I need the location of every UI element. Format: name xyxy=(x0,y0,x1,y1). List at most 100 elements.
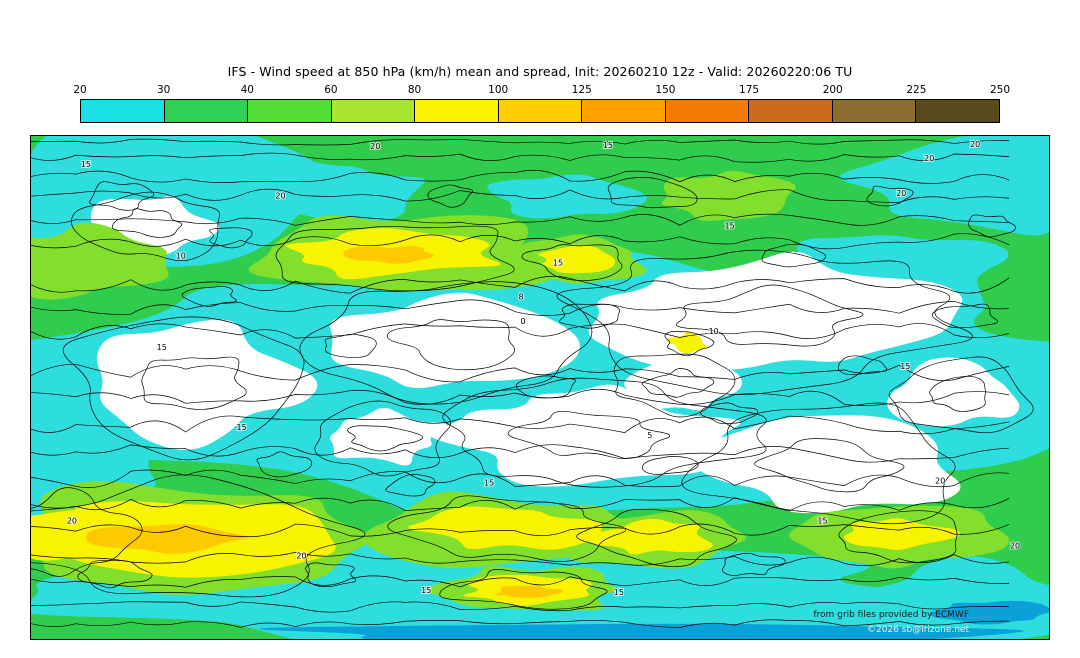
contour-line xyxy=(31,551,1010,566)
contour-line xyxy=(31,275,1010,294)
colorbar-segment xyxy=(749,100,833,122)
contour-line xyxy=(31,323,1010,340)
contour-ring xyxy=(62,316,305,461)
colorbar-tick-label: 20 xyxy=(73,84,87,96)
contour-ring xyxy=(681,402,956,525)
contour-line xyxy=(31,213,1010,226)
contour-ring xyxy=(722,552,786,576)
colorbar-segment xyxy=(582,100,666,122)
contour-ring xyxy=(754,438,905,493)
contour-ring xyxy=(929,375,986,412)
map-region-yellow xyxy=(31,509,113,561)
map-region-lightgreen xyxy=(31,222,169,300)
contour-value-label: 15 xyxy=(484,479,494,488)
contour-value-label: 15 xyxy=(900,362,910,371)
map-region-white xyxy=(96,319,318,450)
contour-line xyxy=(31,575,1010,588)
contour-line xyxy=(31,233,1010,250)
wind-map: 20 15 20 20 15 20 20 10 15 15 8 0 10 15 15 15 5 20 15 15 20 2… xyxy=(30,135,1050,640)
contour-ring xyxy=(305,562,357,588)
contour-value-label: 5 xyxy=(647,431,652,440)
colorbar xyxy=(80,99,1000,123)
colorbar-segment xyxy=(81,100,165,122)
contour-ring xyxy=(439,569,608,610)
colorbar-tick-label: 40 xyxy=(240,84,254,96)
contour-ring xyxy=(387,495,627,562)
contour-ring xyxy=(837,355,888,375)
map-region-yellow xyxy=(586,518,713,555)
contour-ring xyxy=(71,191,220,262)
map-region-white xyxy=(887,357,1020,427)
contour-line xyxy=(31,138,1010,146)
contour-value-label: 10 xyxy=(709,327,719,336)
contour-ring xyxy=(968,214,1016,238)
contour-value-label: 20 xyxy=(896,189,906,198)
contour-ring xyxy=(347,425,423,452)
contour-value-label: 15 xyxy=(157,343,167,352)
map-region-yellow xyxy=(538,245,616,274)
contour-line xyxy=(31,619,1010,628)
colorbar-segment xyxy=(331,100,416,122)
map-region-cyan xyxy=(238,158,426,224)
contour-ring xyxy=(559,303,621,329)
contour-value-label: 20 xyxy=(935,477,945,486)
colorbar-tick-label: 150 xyxy=(655,84,676,96)
contour-value-label: 15 xyxy=(553,258,563,267)
contour-line xyxy=(31,469,1010,488)
contour-ring xyxy=(112,208,183,238)
colorbar-segment xyxy=(248,100,332,122)
colorbar-tick-label: 225 xyxy=(906,84,927,96)
colorbar-tick-label: 250 xyxy=(989,84,1011,96)
colorbar-ticks: 20 30 40 60 80 100 125 150 175 200 225 250 xyxy=(73,84,1010,97)
map-region-lightgreen xyxy=(661,170,796,221)
contour-value-label: 20 xyxy=(67,516,77,525)
colorbar-segment xyxy=(665,100,750,122)
contour-value-label: 15 xyxy=(421,586,431,595)
contour-ring xyxy=(385,474,436,497)
contour-value-label: 10 xyxy=(176,252,186,261)
contour-ring xyxy=(275,225,515,292)
contour-value-label: 15 xyxy=(237,423,247,432)
contour-ring xyxy=(664,331,715,357)
contour-value-label: 15 xyxy=(603,141,613,150)
credit-source-text: from grib files provided by ECMWF xyxy=(813,610,969,620)
contour-ring xyxy=(386,319,515,371)
contour-value-label: 8 xyxy=(518,292,523,301)
contour-ring xyxy=(314,400,452,477)
contour-ring xyxy=(700,402,758,424)
contour-line xyxy=(31,444,1010,463)
contour-ring xyxy=(427,184,473,208)
map-region-white xyxy=(624,359,743,411)
contour-ring xyxy=(515,375,576,399)
map-region-cyan xyxy=(839,136,1049,236)
contour-value-label: 15 xyxy=(725,222,735,231)
contour-ring xyxy=(77,560,153,589)
colorbar-tick-label: 200 xyxy=(822,84,843,96)
contour-value-label: 15 xyxy=(81,160,91,169)
colorbar-segment xyxy=(832,100,917,122)
contour-value-label: 20 xyxy=(296,551,306,560)
map-region-darkblue xyxy=(929,600,1049,625)
map-region-yellow xyxy=(408,506,602,550)
map-region-white xyxy=(430,384,741,487)
contour-ring xyxy=(507,410,671,460)
contour-ring xyxy=(31,487,143,577)
map-region-white xyxy=(694,415,961,514)
contour-ring xyxy=(181,286,237,307)
contour-ring xyxy=(613,353,736,418)
map-region-white xyxy=(330,292,580,389)
contour-line xyxy=(31,363,1010,383)
credit-copyright-text: ©2026 sb@irizone.net xyxy=(867,625,969,635)
contour-line xyxy=(31,188,1010,203)
contour-ring xyxy=(256,451,313,478)
contour-ring xyxy=(931,303,998,329)
colorbar-tick-label: 175 xyxy=(739,84,760,96)
contour-value-label: 20 xyxy=(1010,541,1020,550)
contour-line xyxy=(31,169,1010,184)
contour-ring xyxy=(641,368,715,398)
contour-ring xyxy=(838,510,958,564)
contour-value-label: 20 xyxy=(275,192,285,201)
colorbar-segment xyxy=(498,100,583,122)
colorbar-tick-label: 80 xyxy=(407,84,422,96)
